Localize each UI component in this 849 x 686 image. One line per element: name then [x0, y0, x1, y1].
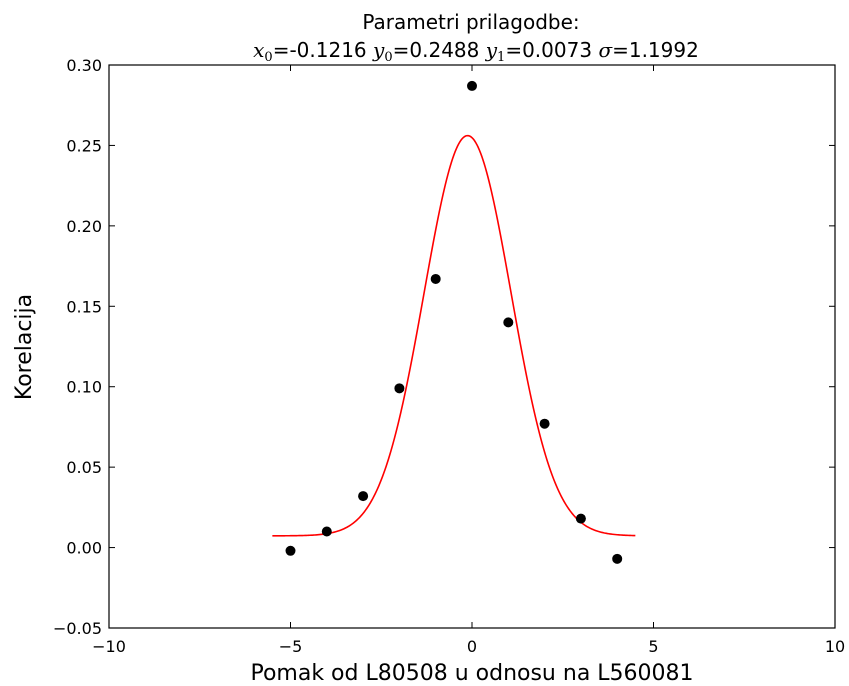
y-tick-label: 0.25 — [66, 136, 102, 155]
y-tick-label: 0.10 — [66, 378, 102, 397]
x-tick-label: 10 — [825, 637, 845, 656]
x-tick-label: 0 — [467, 637, 477, 656]
y-axis-label: Korelacija — [12, 294, 37, 400]
data-point — [503, 317, 514, 328]
param-sigma-value: =1.1992 — [612, 38, 699, 62]
data-point — [321, 526, 332, 537]
x-tick-label: −10 — [92, 637, 126, 656]
ticks: −10 −5 0 5 10 −0.05 0.00 0.05 0.10 0.15 0.20 0.25 0.… — [53, 56, 845, 656]
chart-subtitle-parameters: x0=-0.1216 y0=0.2488 y1=0.0073 σ=1.1992 — [253, 38, 699, 65]
y-tick-label: 0.20 — [66, 217, 102, 236]
x-tick-label: −5 — [279, 637, 303, 656]
data-point — [285, 545, 296, 556]
data-point — [539, 418, 550, 429]
x-tick-label: 5 — [648, 637, 658, 656]
param-y0-value: =0.2488 — [393, 38, 480, 62]
chart-title-line-1: Parametri prilagodbe: — [362, 10, 579, 34]
y-tick-label: 0.15 — [66, 297, 102, 316]
data-point — [467, 80, 477, 91]
y-tick-label: −0.05 — [53, 619, 102, 638]
chart-title: Parametri prilagodbe: x0=-0.1216 y0=0.24… — [253, 10, 699, 65]
y-tick-label: 0.30 — [66, 56, 102, 75]
data-point — [612, 553, 623, 564]
plot-area — [272, 80, 636, 564]
fit-curve — [272, 134, 636, 537]
param-y1-value: =0.0073 — [505, 38, 592, 62]
data-point — [358, 491, 369, 502]
data-point — [575, 513, 586, 524]
y-tick-label: 0.05 — [66, 458, 102, 477]
plot-frame — [108, 64, 836, 629]
data-point — [394, 383, 405, 394]
data-point — [430, 273, 441, 284]
param-x0-value: =-0.1216 — [273, 38, 367, 62]
x-axis-label: Pomak od L80508 u odnosu na L560081 — [250, 661, 693, 686]
y-tick-label: 0.00 — [66, 539, 102, 558]
